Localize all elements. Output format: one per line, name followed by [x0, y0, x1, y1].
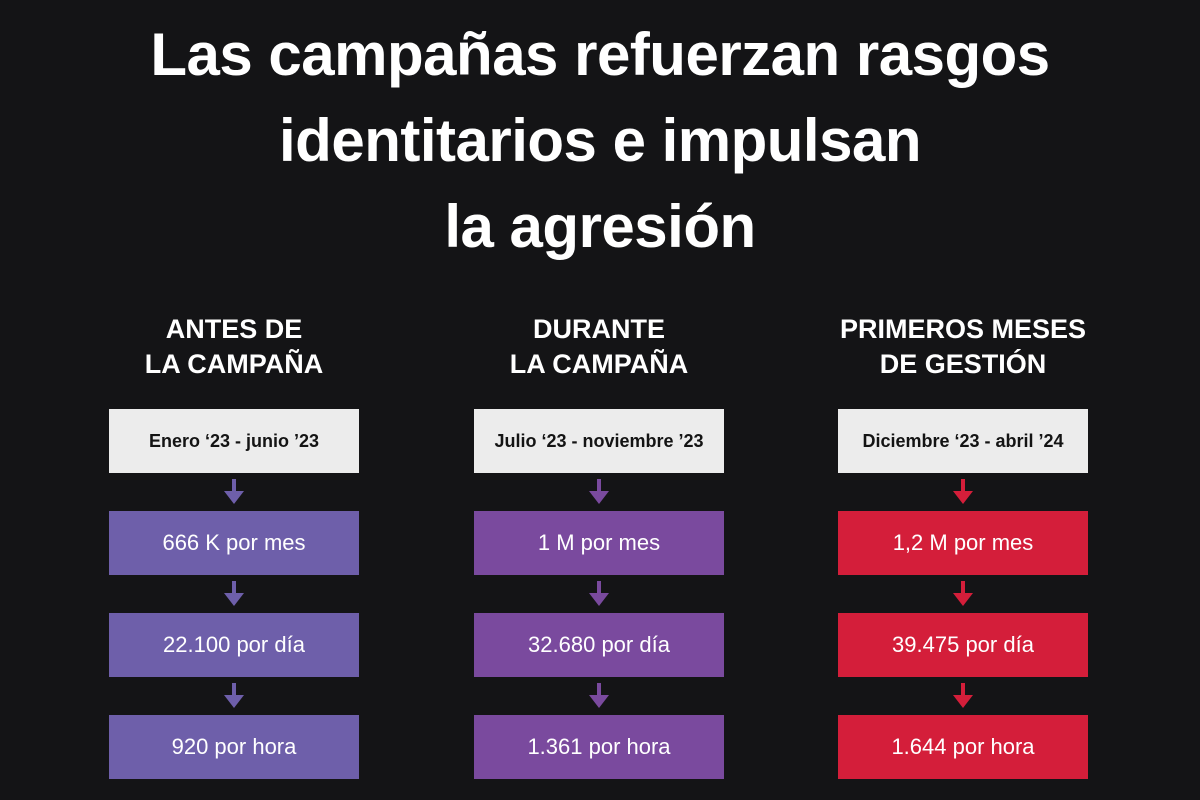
down-arrow-icon	[474, 473, 724, 511]
down-arrow-icon	[838, 575, 1088, 613]
down-arrow-icon	[838, 473, 1088, 511]
stat-box-month: 666 K por mes	[109, 511, 359, 575]
column-heading: ANTES DE LA CAMPAÑA	[109, 312, 359, 392]
column-gestion: PRIMEROS MESES DE GESTIÓN Diciembre ‘23 …	[838, 312, 1088, 779]
column-antes: ANTES DE LA CAMPAÑA Enero ‘23 - junio ’2…	[109, 312, 359, 779]
column-heading-line: PRIMEROS MESES	[839, 314, 1087, 344]
column-heading-line: ANTES DE	[165, 314, 303, 344]
stat-box-hour: 1.644 por hora	[838, 715, 1088, 779]
down-arrow-icon	[474, 575, 724, 613]
down-arrow-icon	[474, 677, 724, 715]
column-heading: DURANTE LA CAMPAÑA	[474, 312, 724, 392]
down-arrow-icon	[109, 575, 359, 613]
title-line: la agresión	[444, 193, 756, 260]
column-heading-line: DURANTE	[533, 314, 665, 344]
down-arrow-icon	[109, 677, 359, 715]
stat-box-day: 39.475 por día	[838, 613, 1088, 677]
infographic-title: Las campañas refuerzan rasgos identitari…	[0, 12, 1200, 270]
stat-box-month: 1,2 M por mes	[838, 511, 1088, 575]
column-heading-line: LA CAMPAÑA	[509, 349, 689, 379]
down-arrow-icon	[109, 473, 359, 511]
stat-box-hour: 1.361 por hora	[474, 715, 724, 779]
column-durante: DURANTE LA CAMPAÑA Julio ‘23 - noviembre…	[474, 312, 724, 779]
title-line: Las campañas refuerzan rasgos	[150, 21, 1050, 88]
period-box: Julio ‘23 - noviembre ’23	[474, 409, 724, 473]
stat-box-day: 32.680 por día	[474, 613, 724, 677]
period-box: Enero ‘23 - junio ’23	[109, 409, 359, 473]
column-heading-line: DE GESTIÓN	[879, 349, 1047, 379]
stat-box-month: 1 M por mes	[474, 511, 724, 575]
period-box: Diciembre ‘23 - abril ’24	[838, 409, 1088, 473]
stat-box-hour: 920 por hora	[109, 715, 359, 779]
column-heading-line: LA CAMPAÑA	[144, 349, 324, 379]
column-heading: PRIMEROS MESES DE GESTIÓN	[838, 312, 1088, 392]
title-line: identitarios e impulsan	[279, 107, 921, 174]
down-arrow-icon	[838, 677, 1088, 715]
stat-box-day: 22.100 por día	[109, 613, 359, 677]
